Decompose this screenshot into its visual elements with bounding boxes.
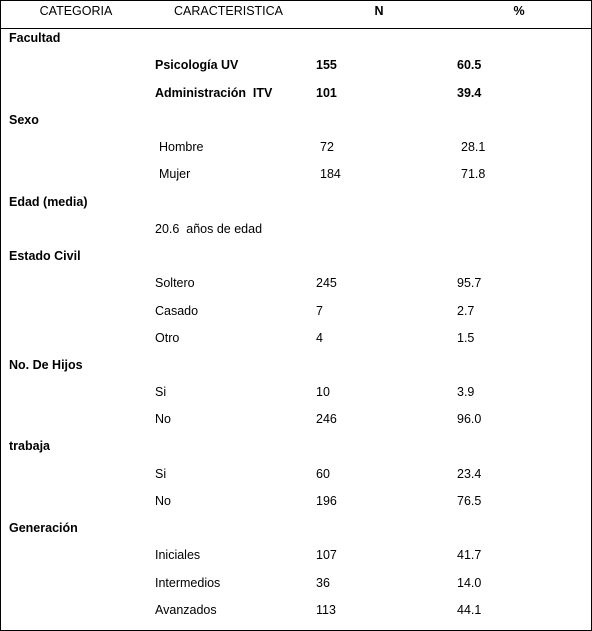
- row-name: Administración ITV: [155, 86, 273, 100]
- row-pct: 39.4: [457, 86, 482, 100]
- row-name: Intermedios: [155, 576, 221, 590]
- header-n: N: [374, 4, 384, 18]
- row-pct: 14.0: [457, 576, 482, 590]
- row-n: 155: [316, 58, 337, 72]
- row-name: No: [155, 412, 171, 426]
- header-caracteristica: CARACTERISTICA: [173, 4, 284, 18]
- row-pct: 95.7: [457, 276, 482, 290]
- category-edad: Edad (media): [9, 195, 88, 209]
- category-generacion: Generación: [9, 521, 78, 535]
- row-name: Mujer: [159, 167, 191, 181]
- row-pct: 3.9: [457, 385, 475, 399]
- row-pct: 44.1: [457, 603, 482, 617]
- row-name: Psicología UV: [155, 58, 239, 72]
- row-name: Si: [155, 467, 167, 481]
- row-name: Avanzados: [155, 603, 217, 617]
- row-pct: 76.5: [457, 494, 482, 508]
- header-divider: [1, 28, 591, 29]
- category-trabaja: trabaja: [9, 439, 50, 453]
- row-n: 60: [316, 467, 330, 481]
- row-pct: 60.5: [457, 58, 482, 72]
- row-n: 36: [316, 576, 330, 590]
- row-n: 72: [320, 140, 334, 154]
- row-n: 246: [316, 412, 337, 426]
- category-facultad: Facultad: [9, 31, 61, 45]
- row-n: 4: [316, 331, 323, 345]
- row-n: 245: [316, 276, 337, 290]
- row-name: No: [155, 494, 171, 508]
- row-n: 101: [316, 86, 337, 100]
- row-name: Casado: [155, 304, 199, 318]
- row-name: Iniciales: [155, 548, 201, 562]
- row-pct: 23.4: [457, 467, 482, 481]
- row-name: Soltero: [155, 276, 195, 290]
- row-n: 7: [316, 304, 323, 318]
- category-hijos: No. De Hijos: [9, 358, 83, 372]
- row-pct: 2.7: [457, 304, 475, 318]
- row-n: 184: [320, 167, 341, 181]
- category-sexo: Sexo: [9, 113, 39, 127]
- row-name: Si: [155, 385, 167, 399]
- row-pct: 28.1: [461, 140, 486, 154]
- row-n: 196: [316, 494, 337, 508]
- row-name: Hombre: [159, 140, 204, 154]
- row-n: 107: [316, 548, 337, 562]
- row-n: 10: [316, 385, 330, 399]
- header-pct: %: [513, 4, 525, 18]
- row-pct: 71.8: [461, 167, 486, 181]
- row-pct: 1.5: [457, 331, 475, 345]
- row-pct: 41.7: [457, 548, 482, 562]
- row-value: 20.6 años de edad: [155, 222, 263, 236]
- row-n: 113: [316, 603, 336, 617]
- category-estado-civil: Estado Civil: [9, 249, 81, 263]
- header-categoria: CATEGORIA: [39, 4, 113, 18]
- row-pct: 96.0: [457, 412, 482, 426]
- row-name: Otro: [155, 331, 180, 345]
